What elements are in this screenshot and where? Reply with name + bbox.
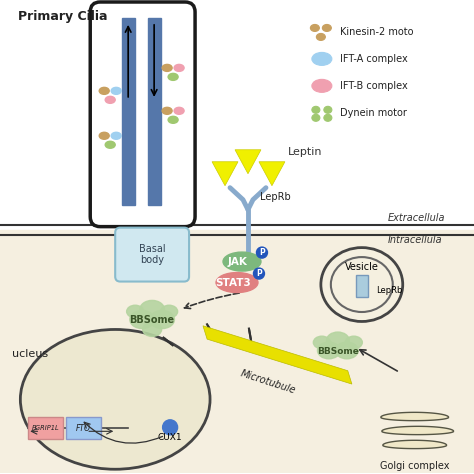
Bar [148,18,161,205]
Ellipse shape [99,87,109,94]
Ellipse shape [310,25,319,31]
Ellipse shape [127,305,144,318]
Text: Intracellula: Intracellula [388,235,442,245]
Ellipse shape [174,64,184,72]
Text: ucleus: ucleus [12,349,48,359]
Text: Golgi complex: Golgi complex [380,461,449,471]
Text: P: P [256,269,262,278]
Text: BBSome: BBSome [317,347,359,356]
Ellipse shape [111,132,121,139]
Polygon shape [381,412,448,420]
Bar [28,417,63,439]
Text: Microtubule: Microtubule [239,369,297,396]
Polygon shape [212,162,238,186]
Text: Extracellula: Extracellula [388,213,445,223]
Ellipse shape [20,329,210,469]
Text: FTO: FTO [76,424,91,433]
Ellipse shape [313,336,330,349]
FancyBboxPatch shape [90,2,195,227]
Ellipse shape [216,273,258,292]
Text: P: P [259,248,265,257]
Bar [66,417,101,439]
Ellipse shape [316,34,325,40]
Text: BBSome: BBSome [129,316,175,326]
Ellipse shape [163,420,178,435]
Ellipse shape [140,301,164,319]
Ellipse shape [168,73,178,81]
Ellipse shape [254,268,264,279]
Polygon shape [203,326,352,384]
Ellipse shape [105,96,115,103]
Text: IFT-B complex: IFT-B complex [340,81,408,91]
Ellipse shape [256,247,267,258]
Bar [356,274,368,297]
Ellipse shape [318,342,340,359]
Ellipse shape [111,87,121,94]
Ellipse shape [345,336,362,349]
Text: Primary Cilia: Primary Cilia [18,10,108,23]
Ellipse shape [174,107,184,114]
Ellipse shape [105,141,115,148]
Text: Kinesin-2 moto: Kinesin-2 moto [340,27,413,37]
Ellipse shape [162,64,172,72]
Ellipse shape [130,310,155,328]
Text: JAK: JAK [228,256,248,266]
Polygon shape [383,440,447,448]
Ellipse shape [161,305,178,318]
Polygon shape [259,162,285,186]
Polygon shape [382,426,454,435]
Polygon shape [235,150,261,174]
FancyBboxPatch shape [115,228,189,282]
Text: CUX1: CUX1 [158,433,182,442]
Text: Leptin: Leptin [288,147,322,157]
Ellipse shape [150,310,174,328]
Text: Basal
body: Basal body [139,244,165,265]
Ellipse shape [327,332,349,349]
Bar [122,18,135,205]
Ellipse shape [321,247,403,321]
Ellipse shape [324,106,332,113]
Ellipse shape [223,252,261,271]
Ellipse shape [322,25,331,31]
Text: STAT3: STAT3 [215,278,251,288]
Ellipse shape [168,116,178,123]
Ellipse shape [162,107,172,114]
Ellipse shape [324,114,332,121]
Bar [0,229,474,473]
Ellipse shape [99,132,109,139]
Text: LepRb: LepRb [260,191,291,201]
Text: Vesicle: Vesicle [345,262,379,272]
Ellipse shape [336,342,358,359]
Ellipse shape [312,53,332,65]
Ellipse shape [312,106,320,113]
Ellipse shape [312,114,320,121]
Ellipse shape [312,79,332,92]
Text: PGRIP1L: PGRIP1L [31,425,59,431]
Text: IFT-A complex: IFT-A complex [340,54,408,64]
Text: LepRb: LepRb [376,286,402,295]
Text: Dynein motor: Dynein motor [340,108,407,118]
Ellipse shape [143,322,162,337]
